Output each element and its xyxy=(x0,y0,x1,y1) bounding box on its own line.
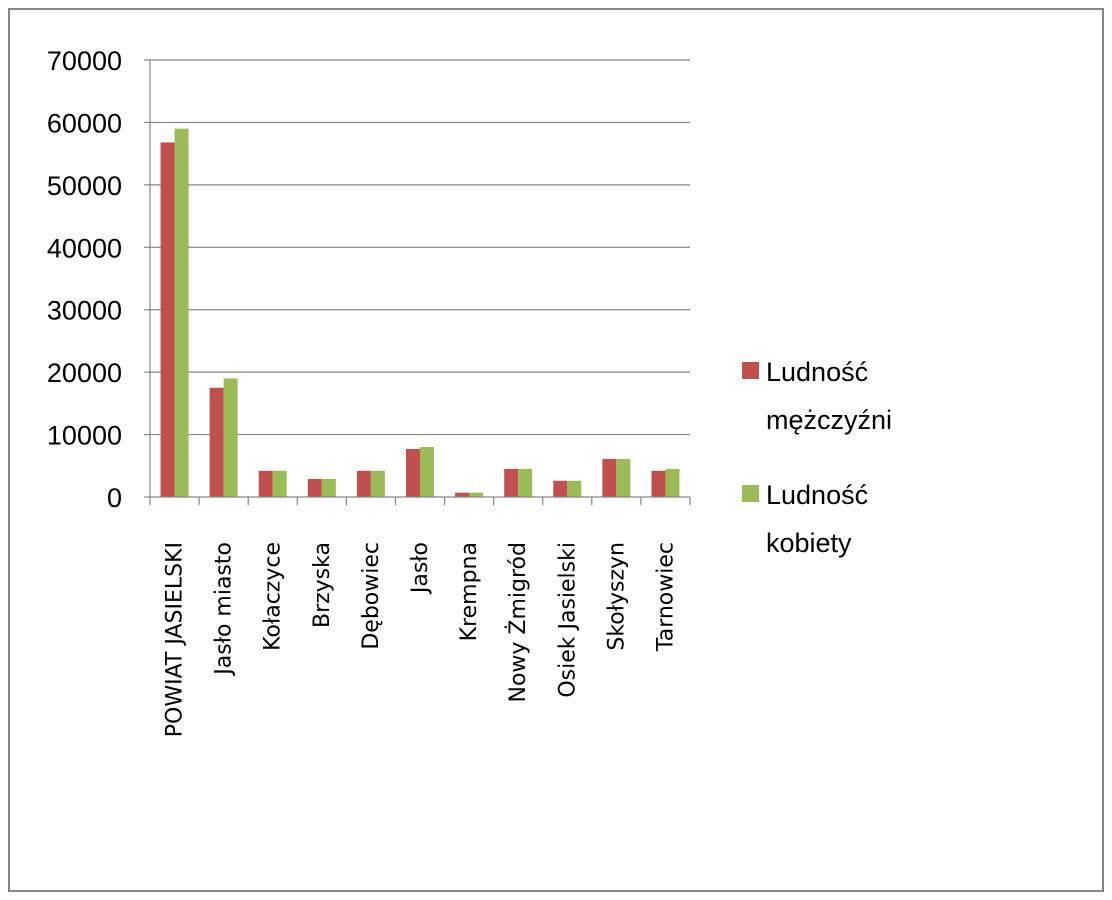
bar xyxy=(223,378,238,497)
x-tick-label: Tarnowiec xyxy=(653,542,678,652)
x-tick-label: Skołyszyn xyxy=(604,542,629,651)
bar xyxy=(651,470,666,497)
bar xyxy=(420,447,434,497)
legend-swatch xyxy=(742,485,759,502)
x-tick-label: Krempna xyxy=(457,542,482,641)
y-tick-label: 30000 xyxy=(47,296,122,326)
x-tick-label: Brzyska xyxy=(310,542,335,628)
x-tick-label: Nowy Żmigród xyxy=(505,542,531,703)
legend-label: Ludność kobiety xyxy=(766,480,868,558)
axes xyxy=(144,59,691,505)
bar xyxy=(518,468,533,497)
y-tick-label: 20000 xyxy=(47,358,122,388)
bar xyxy=(321,478,336,497)
bar xyxy=(567,480,582,497)
x-axis-ticks: POWIAT JASIELSKI Jasło miasto Kołaczyce Brz… xyxy=(163,542,679,737)
bar xyxy=(160,142,175,498)
legend-label-line: Ludność xyxy=(766,357,868,387)
y-tick-label: 70000 xyxy=(47,46,122,76)
y-tick-label: 40000 xyxy=(47,233,122,263)
bar xyxy=(469,492,484,497)
bar xyxy=(553,480,568,497)
y-tick-label: 10000 xyxy=(47,421,122,451)
bar xyxy=(504,468,519,497)
legend-label-line: Ludność xyxy=(766,480,868,510)
bar xyxy=(307,478,322,497)
bar xyxy=(272,470,287,497)
x-tick-label: Osiek Jasielski xyxy=(555,542,580,698)
bar xyxy=(258,470,273,497)
legend-label: Ludność mężczyźni xyxy=(766,357,892,435)
y-axis-ticks: 0 10000 20000 30000 40000 50000 60000 70000 xyxy=(47,46,122,513)
chart-frame xyxy=(8,8,1104,892)
x-tick-label: Dębowiec xyxy=(359,542,384,650)
gridlines xyxy=(150,59,690,436)
x-tick-label: Jasło miasto xyxy=(212,542,237,677)
legend: Ludność mężczyźni Ludność kobiety xyxy=(742,357,892,558)
y-tick-label: 50000 xyxy=(47,171,122,201)
bar xyxy=(370,470,385,497)
y-tick-label: 0 xyxy=(107,483,122,513)
bar xyxy=(602,458,617,497)
bar xyxy=(616,458,631,497)
x-tick-label: Jasło xyxy=(408,542,433,595)
bar xyxy=(665,468,680,497)
legend-label-line: mężczyźni xyxy=(766,405,892,435)
legend-label-line: kobiety xyxy=(766,528,852,558)
legend-swatch xyxy=(742,362,759,379)
bar xyxy=(356,470,371,497)
bar xyxy=(406,448,420,497)
bar xyxy=(209,387,224,497)
bar xyxy=(174,128,189,497)
x-tick-label: POWIAT JASIELSKI xyxy=(163,542,188,737)
bar xyxy=(455,492,470,497)
x-tick-label: Kołaczyce xyxy=(261,542,286,651)
y-tick-label: 60000 xyxy=(47,108,122,138)
bars xyxy=(160,128,680,498)
